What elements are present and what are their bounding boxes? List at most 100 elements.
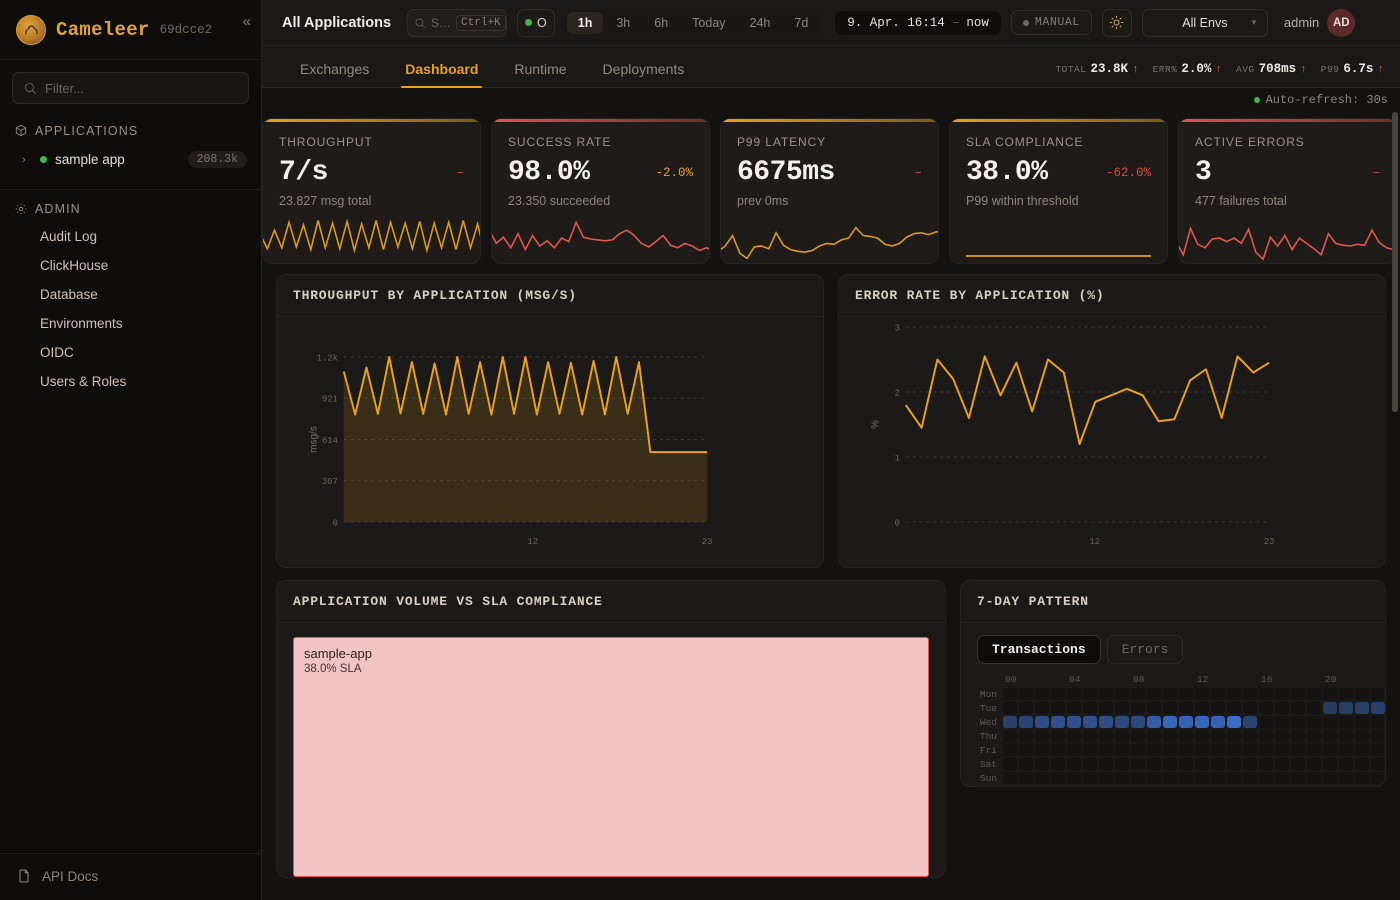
heatmap-cell[interactable] xyxy=(1259,744,1273,756)
heatmap-cell[interactable] xyxy=(1355,772,1369,784)
heatmap-cell[interactable] xyxy=(1179,702,1193,714)
heatmap-cell[interactable] xyxy=(1051,716,1065,728)
sidebar-item-users-roles[interactable]: Users & Roles xyxy=(40,374,127,389)
throughput-chart-body[interactable]: 1.2k 921 614 307 0 12 23 msg/s xyxy=(277,317,823,567)
heatmap-cell[interactable] xyxy=(1067,772,1081,784)
heatmap-cell[interactable] xyxy=(1307,744,1321,756)
heatmap-cell[interactable] xyxy=(1179,730,1193,742)
heatmap-cell[interactable] xyxy=(1163,716,1177,728)
heatmap-cell[interactable] xyxy=(1163,688,1177,700)
heatmap-cell[interactable] xyxy=(1115,702,1129,714)
heatmap-cell[interactable] xyxy=(1035,688,1049,700)
heatmap-cell[interactable] xyxy=(1067,702,1081,714)
heatmap-cell[interactable] xyxy=(1067,730,1081,742)
heatmap-cell[interactable] xyxy=(1019,758,1033,770)
heatmap-cell[interactable] xyxy=(1355,730,1369,742)
heatmap-cell[interactable] xyxy=(1019,730,1033,742)
heatmap-cell[interactable] xyxy=(1371,772,1385,784)
heatmap-cell[interactable] xyxy=(1179,758,1193,770)
heatmap-cell[interactable] xyxy=(1003,744,1017,756)
heatmap-cell[interactable] xyxy=(1083,772,1097,784)
heatmap-cell[interactable] xyxy=(1083,730,1097,742)
heatmap-cell[interactable] xyxy=(1067,688,1081,700)
tab-runtime[interactable]: Runtime xyxy=(514,61,567,77)
heatmap-cell[interactable] xyxy=(1275,730,1289,742)
heatmap-cell[interactable] xyxy=(1115,744,1129,756)
range-6h[interactable]: 6h xyxy=(654,15,669,30)
range-7d[interactable]: 7d xyxy=(794,15,809,30)
heatmap-cell[interactable] xyxy=(1259,688,1273,700)
time-range-display[interactable]: 9. Apr. 16:14 – now xyxy=(835,10,1001,35)
heatmap-cell[interactable] xyxy=(1291,716,1305,728)
heatmap-cell[interactable] xyxy=(1067,758,1081,770)
heatmap-cell[interactable] xyxy=(1355,716,1369,728)
heatmap-cell[interactable] xyxy=(1035,730,1049,742)
heatmap-cell[interactable] xyxy=(1211,716,1225,728)
heatmap-cell[interactable] xyxy=(1259,716,1273,728)
heatmap-cell[interactable] xyxy=(1323,772,1337,784)
heatmap-cell[interactable] xyxy=(1195,716,1209,728)
heatmap-cell[interactable] xyxy=(1131,716,1145,728)
heatmap-cell[interactable] xyxy=(1371,758,1385,770)
heatmap-cell[interactable] xyxy=(1099,702,1113,714)
heatmap-cell[interactable] xyxy=(1099,744,1113,756)
heatmap-cell[interactable] xyxy=(1035,744,1049,756)
heatmap-cell[interactable] xyxy=(1163,702,1177,714)
heatmap-cell[interactable] xyxy=(1259,702,1273,714)
heatmap-cell[interactable] xyxy=(1323,702,1337,714)
heatmap-cell[interactable] xyxy=(1099,730,1113,742)
heatmap-cell[interactable] xyxy=(1019,688,1033,700)
heatmap-cell[interactable] xyxy=(1211,772,1225,784)
sidebar-item-clickhouse[interactable]: ClickHouse xyxy=(40,258,109,273)
vertical-scrollbar[interactable] xyxy=(1392,112,1398,412)
heatmap-cell[interactable] xyxy=(1323,688,1337,700)
sidebar-item-api-docs[interactable]: API Docs xyxy=(0,853,261,900)
heatmap-cell[interactable] xyxy=(1147,744,1161,756)
heatmap-cell[interactable] xyxy=(1243,758,1257,770)
heatmap-cell[interactable] xyxy=(1051,702,1065,714)
heatmap-cell[interactable] xyxy=(1195,688,1209,700)
heatmap-cell[interactable] xyxy=(1131,758,1145,770)
heatmap-cell[interactable] xyxy=(1211,702,1225,714)
kpi-card-throughput[interactable]: THROUGHPUT 7/s – 23.827 msg total xyxy=(262,118,481,264)
heatmap-cell[interactable] xyxy=(1195,772,1209,784)
heatmap-cell[interactable] xyxy=(1259,772,1273,784)
heatmap-cell[interactable] xyxy=(1243,688,1257,700)
heatmap-cell[interactable] xyxy=(1163,772,1177,784)
heatmap-cell[interactable] xyxy=(1051,744,1065,756)
errorrate-chart-svg[interactable]: 3 2 1 0 12 23% xyxy=(839,317,1385,562)
heatmap-cell[interactable] xyxy=(1147,716,1161,728)
user-menu[interactable]: admin AD xyxy=(1284,8,1356,37)
kpi-scroller[interactable]: THROUGHPUT 7/s – 23.827 msg total SUCCESS RA… xyxy=(262,112,1400,264)
environment-select[interactable]: All Envs ▼ xyxy=(1141,8,1268,37)
heatmap-cell[interactable] xyxy=(1035,758,1049,770)
heatmap-cell[interactable] xyxy=(1211,758,1225,770)
heatmap-cell[interactable] xyxy=(1243,702,1257,714)
heatmap-cell[interactable] xyxy=(1179,716,1193,728)
heatmap-cell[interactable] xyxy=(1355,744,1369,756)
heatmap-cell[interactable] xyxy=(1051,688,1065,700)
heatmap-cell[interactable] xyxy=(1355,702,1369,714)
heatmap-cell[interactable] xyxy=(1195,744,1209,756)
heatmap-cell[interactable] xyxy=(1243,772,1257,784)
heatmap-cell[interactable] xyxy=(1323,716,1337,728)
heatmap-cell[interactable] xyxy=(1355,758,1369,770)
heatmap-cell[interactable] xyxy=(1163,758,1177,770)
heatmap-cell[interactable] xyxy=(1003,730,1017,742)
heatmap-cell[interactable] xyxy=(1179,744,1193,756)
heatmap-cell[interactable] xyxy=(1099,772,1113,784)
heatmap-cell[interactable] xyxy=(1243,730,1257,742)
tab-deployments[interactable]: Deployments xyxy=(602,61,685,77)
throughput-chart-svg[interactable]: 1.2k 921 614 307 0 12 23 msg/s xyxy=(277,317,823,562)
heatmap-cell[interactable] xyxy=(1115,688,1129,700)
heatmap-cell[interactable] xyxy=(1323,758,1337,770)
range-today[interactable]: Today xyxy=(692,15,726,30)
heatmap-cell[interactable] xyxy=(1227,716,1241,728)
heatmap-cell[interactable] xyxy=(1003,758,1017,770)
heatmap-cell[interactable] xyxy=(1339,688,1353,700)
heatmap-cell[interactable] xyxy=(1147,702,1161,714)
heatmap-cell[interactable] xyxy=(1307,716,1321,728)
heatmap-cell[interactable] xyxy=(1371,702,1385,714)
heatmap-cell[interactable] xyxy=(1339,716,1353,728)
heatmap-cell[interactable] xyxy=(1371,730,1385,742)
